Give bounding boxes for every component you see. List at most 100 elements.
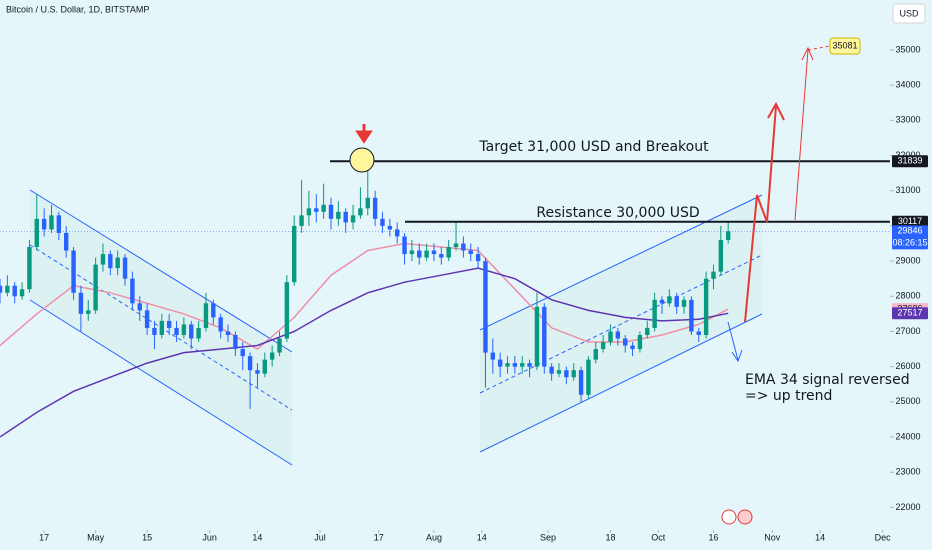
candle-body [689, 299, 694, 332]
x-tick-label: Sep [540, 532, 556, 542]
price-tag [892, 225, 928, 250]
candle-body [711, 271, 716, 279]
candle-body [262, 359, 267, 374]
candle-body [314, 208, 319, 212]
candle-body [12, 285, 17, 297]
candle-body [277, 338, 282, 353]
candle-body [578, 370, 584, 395]
candle-body [637, 334, 643, 350]
candle-body [299, 215, 304, 226]
x-tick-label: Aug [426, 532, 442, 542]
candle-body [19, 289, 25, 297]
candle-body [556, 370, 562, 374]
candle-body [343, 211, 348, 223]
currency-button[interactable] [892, 3, 926, 24]
event-icon[interactable] [737, 509, 753, 525]
blue-arrow [727, 321, 743, 363]
candle-body [490, 352, 496, 360]
candle-body [615, 331, 621, 339]
price-tag [892, 307, 928, 320]
candle-body [564, 370, 569, 378]
channel-line [29, 299, 293, 466]
candle-body [5, 285, 10, 293]
candle-body [189, 324, 194, 339]
price-tag-label: 31839 [897, 156, 922, 166]
candle-body [681, 299, 687, 307]
x-tick-label: 18 [605, 532, 615, 542]
x-tick-label: 15 [142, 532, 152, 542]
x-tick-label: 14 [815, 532, 825, 542]
candle-body [292, 225, 297, 283]
candle-body [424, 250, 429, 258]
y-tick-label: 35000 [895, 44, 920, 54]
x-tick-label: Dec [875, 532, 892, 542]
candle-body [600, 342, 606, 350]
y-tick-label: 24000 [895, 431, 920, 441]
candle-body [431, 250, 437, 255]
event-icon[interactable] [721, 509, 737, 525]
y-tick-label: 22000 [895, 502, 920, 512]
candle-body [240, 349, 245, 357]
y-tick-label: 31000 [895, 185, 920, 195]
candle-body [130, 278, 135, 304]
candle-body [571, 370, 576, 378]
candle-body [402, 236, 407, 255]
candle-body [218, 317, 223, 332]
arrow-head [767, 101, 785, 121]
y-tick-label: 34000 [895, 80, 920, 90]
price-tag [892, 155, 928, 168]
y-tick-label: 33000 [895, 115, 920, 125]
annotation: Resistance 30,000 USD [536, 205, 699, 221]
candle-body [86, 310, 91, 314]
candle-body [93, 264, 98, 311]
currency-label[interactable]: USD [899, 8, 919, 18]
x-tick-label: Oct [651, 532, 666, 542]
x-tick-label: 14 [477, 532, 487, 542]
candle-body [387, 225, 393, 230]
candle-body [483, 261, 488, 353]
candle-body [174, 327, 179, 335]
candle-body [703, 278, 709, 335]
candle-body [417, 250, 422, 258]
candle-body [623, 338, 628, 346]
candle-body [505, 363, 510, 367]
candle-body [63, 232, 69, 251]
candle-body [350, 215, 356, 223]
x-tick-label: 17 [39, 532, 49, 542]
candle-body [122, 257, 128, 279]
target-tag-label: 35081 [832, 40, 857, 50]
candle-body [225, 331, 231, 335]
candle-body [659, 299, 665, 304]
candle-body [725, 231, 731, 240]
candle-body [358, 208, 363, 216]
candle-body [181, 324, 187, 335]
candle-body [475, 254, 481, 262]
candle-body [41, 218, 47, 230]
target-tag [829, 37, 861, 55]
candle-body [328, 204, 334, 219]
annotation: Target 31,000 USD and Breakout [478, 139, 709, 155]
candle-body [380, 218, 385, 226]
candle-body [549, 366, 554, 374]
x-tick-label: 14 [252, 532, 262, 542]
candle-body [520, 363, 525, 367]
target-arrow [794, 49, 809, 221]
annotation: => up trend [745, 388, 832, 404]
candle-body [468, 250, 473, 255]
x-tick-label: Nov [764, 532, 781, 542]
channel-line [479, 313, 763, 453]
y-tick-label: 26000 [895, 361, 920, 371]
candle-body [269, 352, 275, 360]
x-tick-label: Jun [202, 532, 217, 542]
candle-body [108, 254, 113, 269]
chart-title: Bitcoin / U.S. Dollar, 1D, BITSTAMP [6, 4, 149, 14]
candle-body [166, 320, 172, 328]
candle-body [203, 303, 209, 328]
y-tick-label: 25000 [895, 396, 920, 406]
candle-body [645, 327, 650, 335]
candle-body [608, 331, 613, 343]
y-tick-label: 23000 [895, 467, 920, 477]
candle-body [365, 197, 370, 209]
y-tick-label: 28000 [895, 291, 920, 301]
